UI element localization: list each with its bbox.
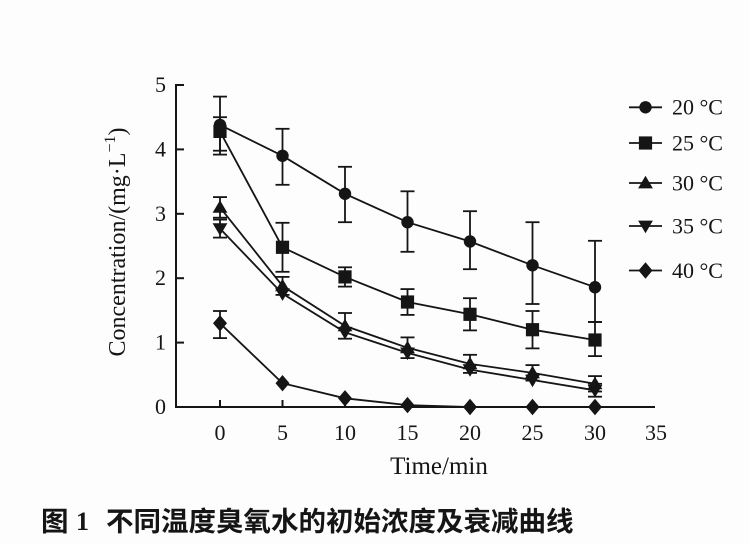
svg-text:30 °C: 30 °C bbox=[672, 170, 723, 195]
svg-text:40 °C: 40 °C bbox=[672, 258, 723, 283]
svg-text:35 °C: 35 °C bbox=[672, 213, 723, 238]
svg-text:30: 30 bbox=[584, 420, 606, 445]
svg-text:Time/min: Time/min bbox=[390, 453, 488, 480]
svg-text:3: 3 bbox=[155, 201, 166, 226]
svg-text:35: 35 bbox=[645, 420, 667, 445]
svg-text:1: 1 bbox=[76, 507, 89, 536]
svg-text:1: 1 bbox=[155, 330, 166, 355]
svg-text:10: 10 bbox=[334, 420, 356, 445]
svg-text:0: 0 bbox=[215, 420, 226, 445]
svg-text:15: 15 bbox=[397, 420, 419, 445]
svg-text:20: 20 bbox=[459, 420, 481, 445]
svg-text:5: 5 bbox=[155, 72, 166, 97]
svg-text:Concentration/(mg·L−1): Concentration/(mg·L−1) bbox=[102, 128, 131, 357]
svg-text:5: 5 bbox=[277, 420, 288, 445]
svg-text:2: 2 bbox=[155, 265, 166, 290]
svg-text:0: 0 bbox=[155, 394, 166, 419]
svg-text:25 °C: 25 °C bbox=[672, 130, 723, 155]
svg-text:25: 25 bbox=[522, 420, 544, 445]
svg-text:20 °C: 20 °C bbox=[672, 95, 723, 120]
svg-text:4: 4 bbox=[155, 136, 166, 161]
